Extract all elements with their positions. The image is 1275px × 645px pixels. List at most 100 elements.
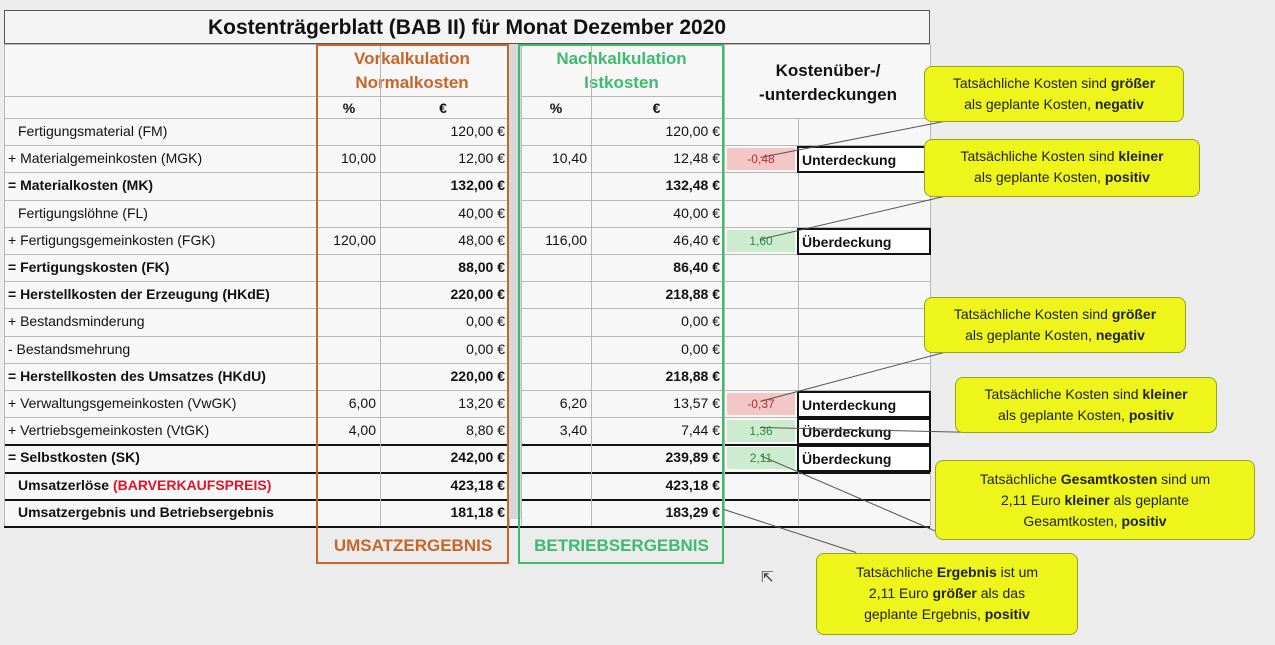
grid-line xyxy=(4,44,5,526)
grid-line xyxy=(4,499,930,501)
callout-line: Tatsächliche Kosten sind kleiner xyxy=(925,146,1199,167)
row-label: Fertigungslöhne (FL) xyxy=(14,200,314,227)
grid-line xyxy=(521,44,522,526)
row-label: = Fertigungskosten (FK) xyxy=(4,254,314,281)
difference-header: Kostenüber-/ -unterdeckungen xyxy=(726,59,930,107)
callout-emphasis: Ergebnis xyxy=(936,564,997,580)
nachkalk-header: Nachkalkulation Istkosten xyxy=(521,47,722,95)
row-label: Umsatzerlöse (BARVERKAUFSPREIS) xyxy=(14,472,314,499)
value-cell-v-eur: 12,00 € xyxy=(458,150,505,166)
grid-line xyxy=(591,44,592,526)
value-cell-v-eur: 48,00 € xyxy=(458,232,505,248)
value-cell-n-eur: 0,00 € xyxy=(681,313,720,329)
callout-line: als geplante Kosten, positiv xyxy=(956,405,1216,426)
callout-line: als geplante Kosten, positiv xyxy=(925,167,1199,188)
callout-emphasis: kleiner xyxy=(1118,148,1164,164)
callout-emphasis: größer xyxy=(1111,306,1157,322)
status-badge: Überdeckung xyxy=(797,228,931,255)
row-label: Fertigungsmaterial (FM) xyxy=(14,118,314,145)
value-cell-n-eur: 132,48 € xyxy=(665,177,721,193)
value-cell-n-eur: 0,00 € xyxy=(681,341,720,357)
callout-emphasis: positiv xyxy=(1121,513,1167,529)
sheet-title: Kostenträgerblatt (BAB II) für Monat Dez… xyxy=(4,10,930,44)
row-label-text: + Materialgemeinkosten (MGK) xyxy=(8,150,203,166)
value-cell-n-eur: 183,29 € xyxy=(665,504,721,520)
callout-text: Tatsächliche Kosten sind xyxy=(960,148,1119,164)
grid-line xyxy=(4,145,930,146)
value-cell-n-eur: 423,18 € xyxy=(665,477,721,493)
callout-emphasis: negativ xyxy=(1094,96,1144,112)
grid-line xyxy=(4,96,724,97)
value-cell-v-pct: 120,00 xyxy=(333,232,376,248)
vorkalk-frame xyxy=(316,44,509,564)
grid-line xyxy=(4,363,930,364)
callout-text: Tatsächliche xyxy=(855,564,937,580)
row-label-text: + Bestandsminderung xyxy=(8,313,145,329)
callout-text: Tatsächliche xyxy=(979,471,1061,487)
value-cell-v-eur: 13,20 € xyxy=(458,395,505,411)
row-label-text: = Selbstkosten (SK) xyxy=(8,449,140,465)
betriebsergebnis-label: BETRIEBSERGEBNIS xyxy=(534,536,709,555)
grid-line xyxy=(4,472,930,474)
nachkalk-subtitle: Istkosten xyxy=(584,73,659,92)
grid-line xyxy=(4,227,930,228)
row-label: + Vertriebsgemeinkosten (VtGK) xyxy=(4,417,314,444)
row-label-text: Fertigungsmaterial (FM) xyxy=(18,123,168,139)
grid-line xyxy=(4,444,930,446)
value-cell-n-eur: 13,57 € xyxy=(673,395,720,411)
value-cell-n-eur: 218,88 € xyxy=(665,286,721,302)
value-cell-v-eur: 181,18 € xyxy=(450,504,506,520)
status-badge: Unterdeckung xyxy=(797,391,931,418)
callout-emphasis: positiv xyxy=(1104,169,1150,185)
status-badge: Überdeckung xyxy=(797,445,931,472)
value-cell-v-eur: 132,00 € xyxy=(450,177,506,193)
callout-emphasis: kleiner xyxy=(1064,492,1110,508)
callout-text: geplante Ergebnis, xyxy=(864,606,985,622)
nachkalk-title: Nachkalkulation xyxy=(556,49,687,68)
callout-text: ist um xyxy=(996,564,1039,580)
row-label: + Fertigungsgemeinkosten (FGK) xyxy=(4,227,314,254)
callout-line: geplante Ergebnis, positiv xyxy=(817,604,1077,625)
row-label-text: Umsatzergebnis und Betriebsergebnis xyxy=(18,504,274,520)
value-cell-n-eur: 7,44 € xyxy=(681,422,720,438)
row-label-text: = Herstellkosten der Erzeugung (HKdE) xyxy=(8,286,270,302)
vorkalk-eur-header: € xyxy=(439,100,447,116)
callout-line: Tatsächliche Kosten sind größer xyxy=(925,73,1183,94)
grid-line xyxy=(930,44,931,526)
grid-line xyxy=(4,172,930,173)
callout-emphasis: Gesamtkosten xyxy=(1060,471,1158,487)
row-label-text: = Herstellkosten des Umsatzes (HKdU) xyxy=(8,368,266,384)
value-cell-n-pct: 116,00 xyxy=(545,232,587,248)
grid-line xyxy=(4,417,930,418)
value-cell-v-pct: 10,00 xyxy=(340,150,376,166)
row-label: = Herstellkosten der Erzeugung (HKdE) xyxy=(4,281,314,308)
status-badge: Unterdeckung xyxy=(797,146,931,173)
callout-text: 2,11 Euro xyxy=(1000,492,1065,508)
value-cell-v-eur: 8,80 € xyxy=(466,422,505,438)
vorkalk-title: Vorkalkulation xyxy=(354,49,470,68)
difference-value: 1,36 xyxy=(727,420,795,442)
callout-text: Gesamtkosten, xyxy=(1023,513,1122,529)
grid-line xyxy=(724,44,725,526)
grid-line xyxy=(4,200,930,201)
callout-line: Tatsächliche Ergebnis ist um xyxy=(817,562,1077,583)
value-cell-v-eur: 0,00 € xyxy=(466,341,505,357)
callout-text: als geplante xyxy=(1109,492,1190,508)
row-label: + Verwaltungsgemeinkosten (VwGK) xyxy=(4,390,314,417)
callout-text: Tatsächliche Kosten sind xyxy=(953,306,1112,322)
callout-text: 2,11 Euro xyxy=(868,585,933,601)
mouse-cursor-icon: ⇱ xyxy=(761,569,774,586)
value-cell-n-eur: 120,00 € xyxy=(665,123,721,139)
value-cell-n-eur: 86,40 € xyxy=(673,259,720,275)
callout-emphasis: kleiner xyxy=(1142,386,1188,402)
callout-emphasis: größer xyxy=(1110,75,1156,91)
callout-line: 2,11 Euro größer als das xyxy=(817,583,1077,604)
callout-line: als geplante Kosten, negativ xyxy=(925,325,1185,346)
callout-emphasis: negativ xyxy=(1095,327,1145,343)
vorkalk-header: Vorkalkulation Normalkosten xyxy=(318,47,506,95)
grid-line xyxy=(4,308,930,309)
callout-note: Tatsächliche Kosten sind größer als gepla… xyxy=(924,297,1186,353)
callout-line: Gesamtkosten, positiv xyxy=(936,511,1254,532)
callout-line: Tatsächliche Gesamtkosten sind um xyxy=(936,469,1254,490)
grid-line xyxy=(4,336,930,337)
